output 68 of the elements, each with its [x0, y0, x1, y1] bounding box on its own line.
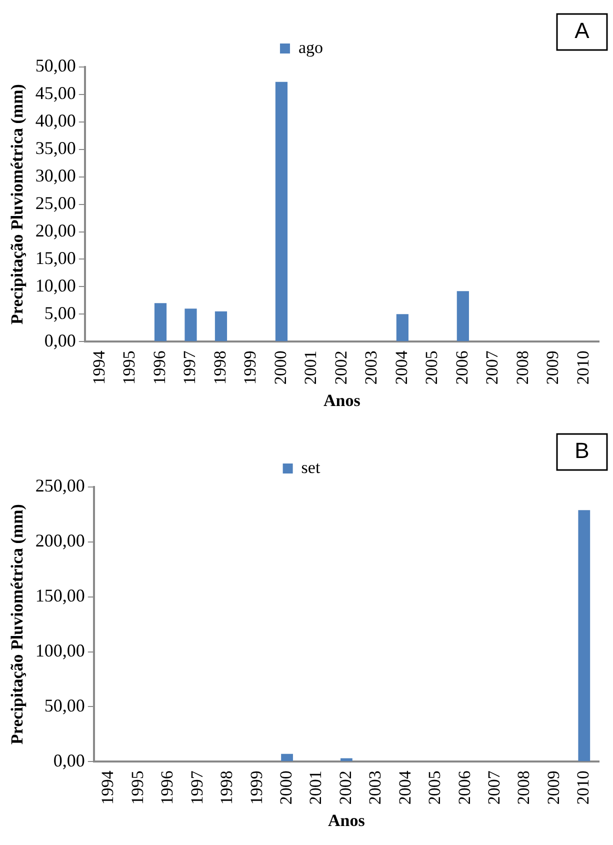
- y-axis-title: Precipitação Pluviométrica (mm): [8, 504, 27, 745]
- x-tick-label: 2006: [452, 350, 472, 385]
- x-tick-label: 2002: [331, 350, 350, 385]
- y-tick-label: 15,00: [35, 248, 76, 268]
- text: B: [574, 438, 590, 464]
- y-tick-label: 30,00: [35, 166, 76, 186]
- bar: [154, 303, 167, 342]
- x-tick-label: 2003: [366, 770, 385, 805]
- x-tick-label: 2007: [484, 770, 504, 805]
- x-tick-label: 1995: [120, 350, 139, 385]
- x-tick-label: 2004: [392, 350, 411, 385]
- y-tick-label: 0,00: [44, 330, 76, 350]
- x-tick-label: 1998: [217, 770, 236, 805]
- x-tick-label: 1995: [128, 770, 147, 805]
- x-tick-label: 1996: [158, 770, 177, 805]
- x-tick-label: 2008: [512, 350, 532, 385]
- bar: [214, 311, 228, 342]
- x-tick-label: 2002: [336, 770, 355, 805]
- legend-label: set: [301, 458, 320, 477]
- y-axis-title: Precipitação Pluviométrica (mm): [8, 84, 27, 325]
- x-tick-label: 1997: [187, 770, 206, 805]
- x-tick-label: 1998: [210, 350, 230, 385]
- y-tick-label: 50,00: [44, 695, 85, 716]
- x-tick-label: 2006: [454, 770, 474, 805]
- x-tick-label: 1994: [98, 770, 118, 805]
- y-tick-label: 0,00: [53, 750, 85, 770]
- bar: [281, 754, 293, 762]
- bar: [456, 291, 469, 342]
- x-tick-label: 2005: [422, 350, 442, 385]
- text: A: [574, 18, 590, 44]
- legend-label: ago: [298, 38, 324, 57]
- x-tick-label: 2004: [395, 770, 414, 805]
- y-tick-label: 40,00: [35, 110, 76, 131]
- x-tick-label: 2009: [544, 770, 563, 805]
- x-tick-label: 1997: [180, 350, 200, 385]
- x-tick-label: 1999: [240, 350, 260, 385]
- x-axis-title: Anos: [328, 811, 366, 830]
- y-tick-label: 150,00: [35, 586, 85, 606]
- bar: [184, 308, 197, 342]
- y-tick-label: 50,00: [35, 56, 76, 76]
- x-tick-label: 2001: [301, 350, 320, 385]
- x-tick-label: 2000: [276, 770, 296, 805]
- x-tick-label: 2000: [270, 350, 290, 385]
- y-tick-label: 35,00: [35, 138, 76, 158]
- x-tick-label: 1994: [89, 350, 108, 385]
- y-tick-label: 20,00: [35, 220, 76, 240]
- x-tick-label: 2003: [362, 350, 381, 385]
- x-tick-label: 1996: [150, 350, 169, 385]
- y-tick-label: 100,00: [35, 640, 85, 660]
- y-tick-label: 25,00: [35, 193, 76, 214]
- y-tick-label: 10,00: [35, 275, 76, 296]
- y-tick-label: 250,00: [35, 476, 85, 496]
- x-tick-label: 2001: [306, 770, 326, 805]
- bar: [340, 758, 352, 762]
- y-tick-label: 200,00: [35, 530, 85, 551]
- bar: [578, 510, 590, 762]
- x-axis-title: Anos: [324, 391, 361, 410]
- x-tick-label: 2005: [425, 770, 444, 805]
- x-tick-label: 2009: [543, 350, 562, 385]
- x-tick-label: 2010: [573, 350, 592, 385]
- x-tick-label: 2007: [482, 350, 502, 385]
- x-tick-label: 1999: [246, 770, 266, 805]
- y-tick-label: 5,00: [44, 302, 76, 323]
- bar: [275, 82, 288, 342]
- bar: [396, 314, 408, 342]
- x-tick-label: 2008: [514, 770, 534, 805]
- x-tick-label: 2010: [574, 770, 593, 805]
- y-tick-label: 45,00: [35, 83, 76, 104]
